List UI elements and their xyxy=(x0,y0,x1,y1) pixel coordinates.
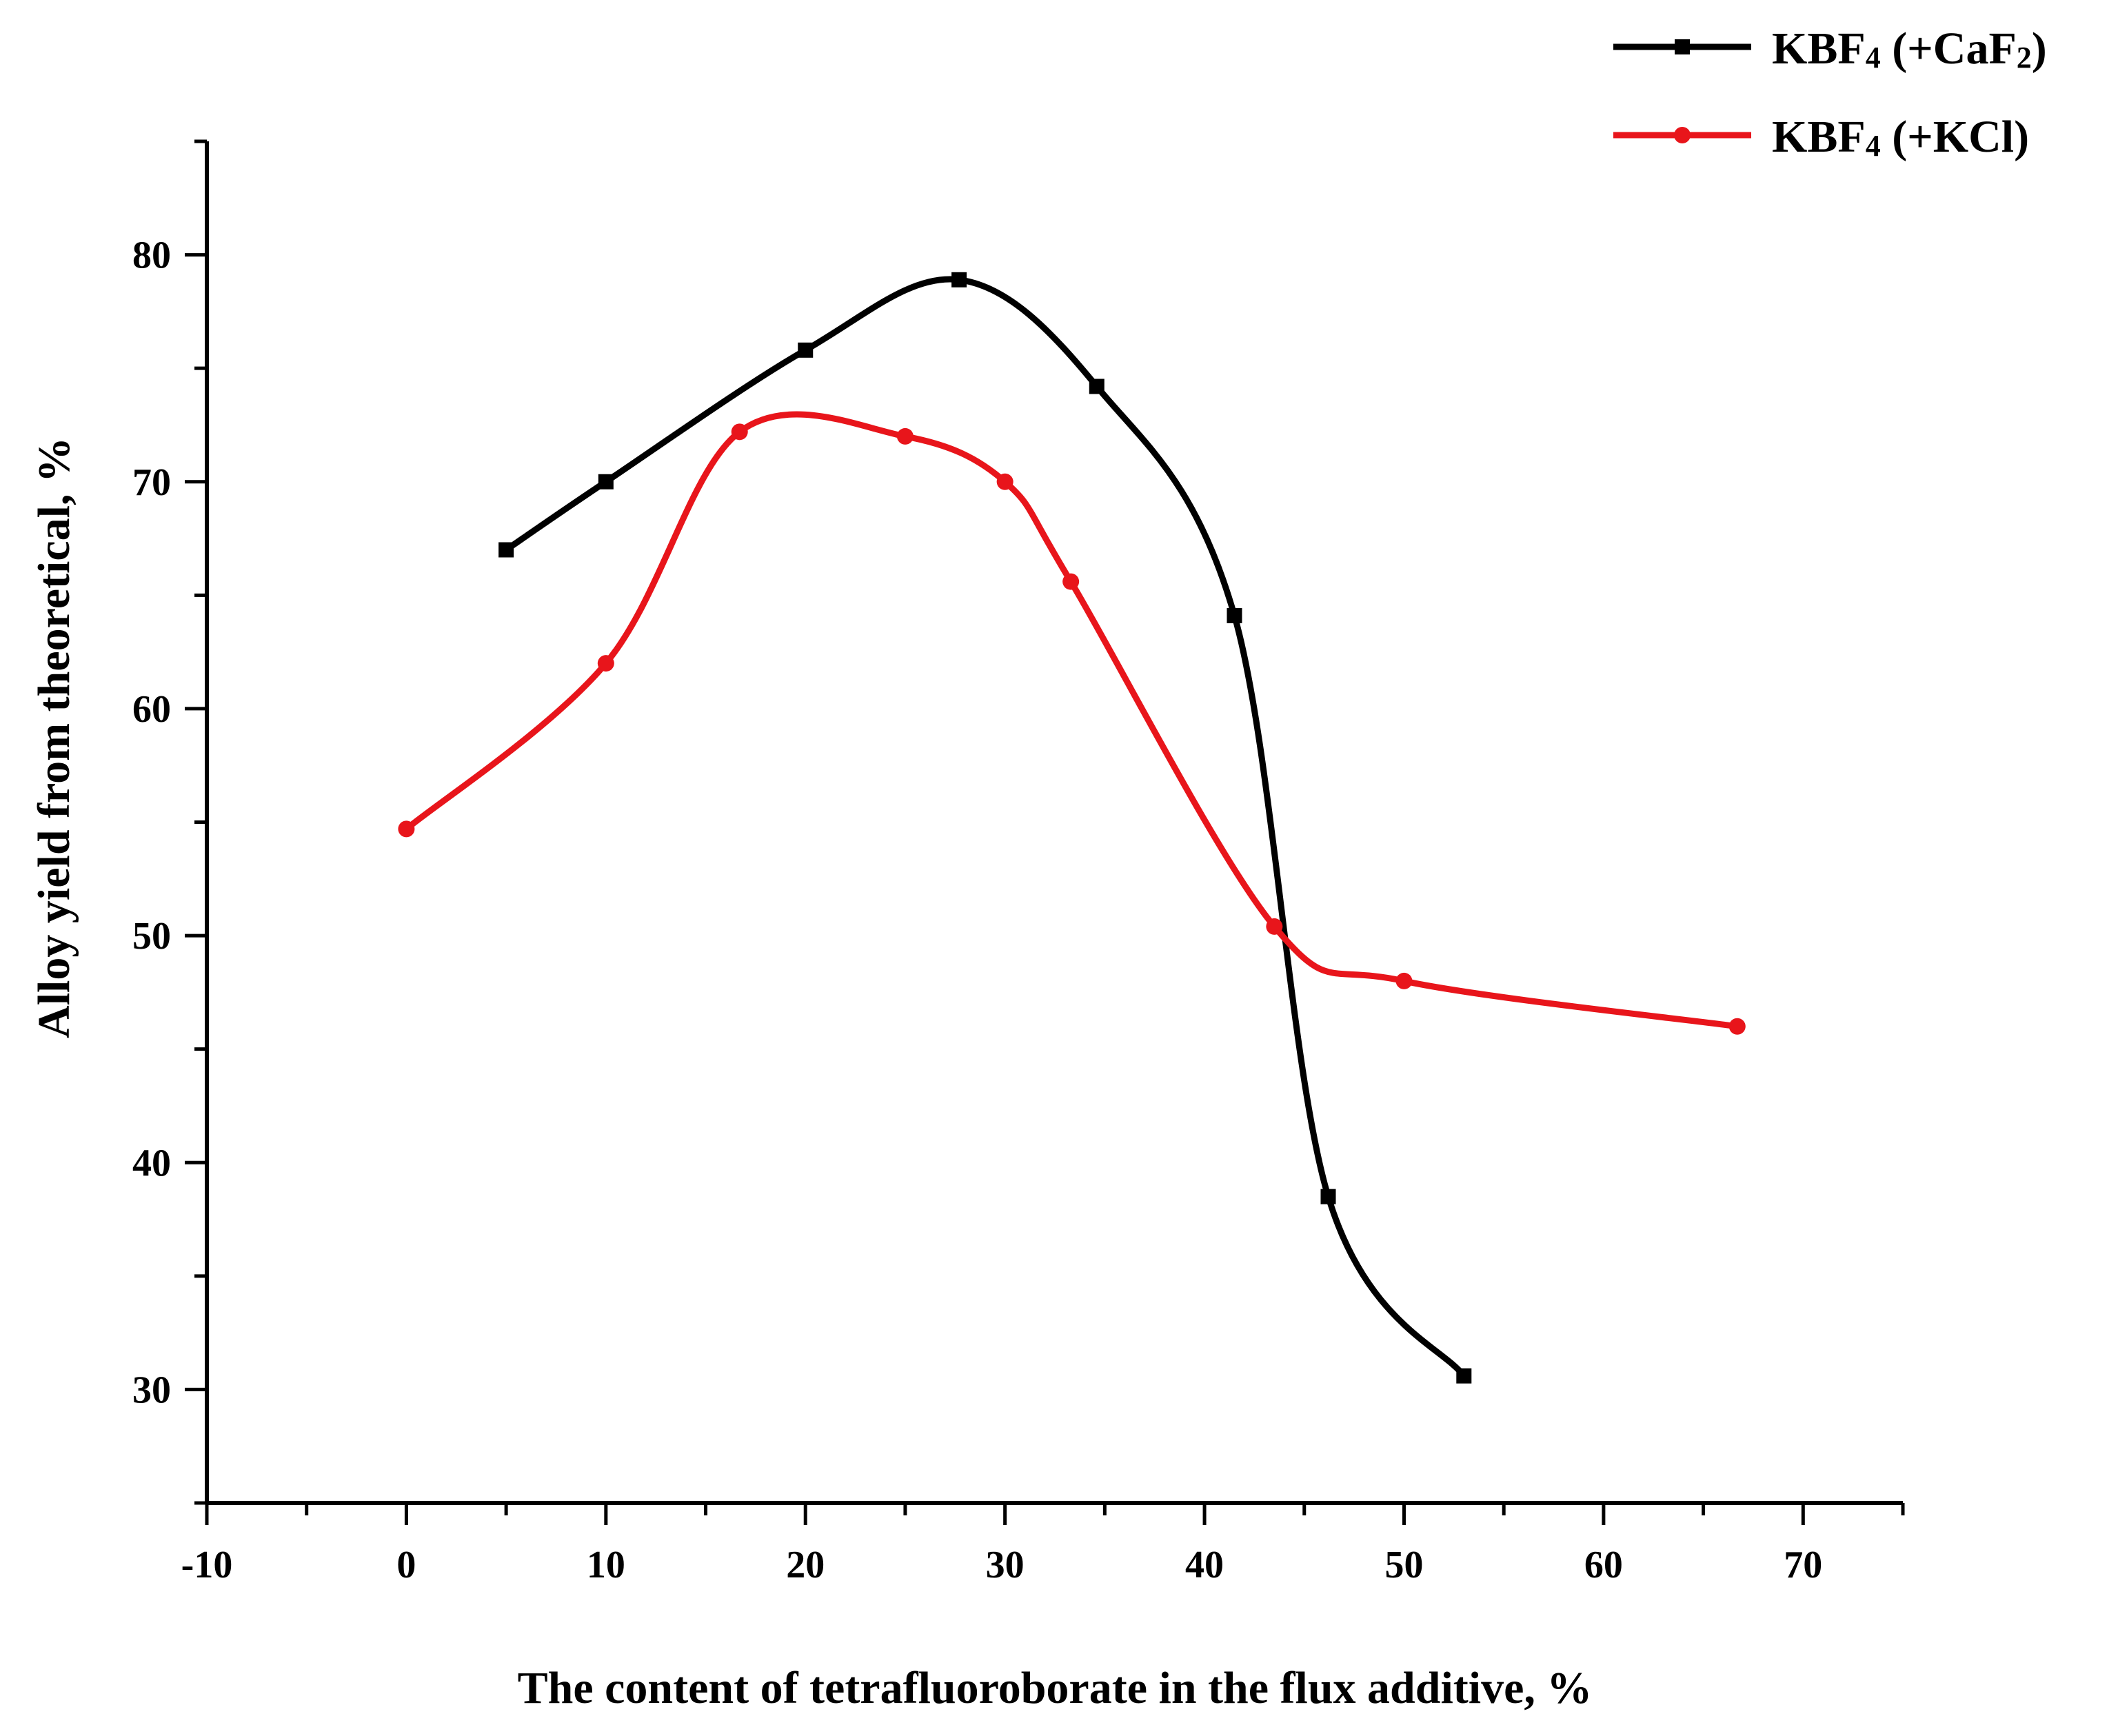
data-point xyxy=(951,272,967,287)
x-tick-label: 50 xyxy=(1384,1544,1423,1586)
data-point xyxy=(1062,573,1080,590)
data-point xyxy=(1728,1018,1746,1035)
data-point xyxy=(398,820,415,838)
series-line xyxy=(503,276,1467,1380)
legend-label: KBF4 (+CaF2) xyxy=(1772,23,2047,74)
legend-item-1: KBF4 (+CaF2) xyxy=(1613,23,2047,74)
data-point xyxy=(896,427,914,445)
y-tick-label: 30 xyxy=(132,1369,171,1411)
y-tick-label: 50 xyxy=(132,915,171,958)
legend-subscript: 2 xyxy=(2017,41,2032,74)
y-tick-label: 70 xyxy=(132,461,171,504)
y-axis-title: Alloy yield from theoretical, % xyxy=(29,437,79,1038)
data-point xyxy=(598,474,614,489)
legend-text: KBF xyxy=(1772,112,1866,162)
data-point xyxy=(731,423,748,441)
data-point xyxy=(498,542,514,558)
data-point xyxy=(1395,972,1413,989)
data-point xyxy=(1320,1189,1336,1204)
x-tick-label: 40 xyxy=(1185,1544,1224,1586)
y-tick-label: 40 xyxy=(132,1142,171,1184)
axes: -10 0 10 20 30 40 50 60 70 30 40 50 60 70 80 xyxy=(132,139,1905,1586)
legend-swatch-marker xyxy=(1675,39,1690,54)
legend-label: KBF4 (+KCl) xyxy=(1772,112,2029,163)
series-layer xyxy=(398,272,1746,1384)
data-point xyxy=(996,473,1013,490)
x-tick-label: 0 xyxy=(396,1544,416,1586)
y-tick-label: 80 xyxy=(132,234,171,277)
data-point xyxy=(597,655,614,672)
x-tick-label: 70 xyxy=(1784,1544,1822,1586)
data-point xyxy=(1456,1368,1472,1384)
data-point xyxy=(1089,379,1105,394)
legend: KBF4 (+CaF2)KBF4 (+KCl) xyxy=(1613,23,2047,163)
data-point xyxy=(798,342,814,358)
legend-text: (+CaF xyxy=(1881,23,2017,74)
x-tick-label: 60 xyxy=(1584,1544,1623,1586)
legend-text: KBF xyxy=(1772,23,1866,74)
x-tick-label: 10 xyxy=(587,1544,625,1586)
legend-subscript: 4 xyxy=(1866,129,1881,163)
legend-text: (+KCl) xyxy=(1881,112,2029,162)
legend-subscript: 4 xyxy=(1866,41,1881,74)
x-tick-label: -10 xyxy=(181,1544,233,1586)
data-point xyxy=(1266,918,1283,935)
y-tick-label: 60 xyxy=(132,688,171,731)
legend-swatch-marker xyxy=(1674,127,1691,143)
x-tick-label: 30 xyxy=(986,1544,1025,1586)
series-line xyxy=(403,411,1741,1030)
legend-item-2: KBF4 (+KCl) xyxy=(1613,112,2029,163)
x-axis-title: The content of tetrafluoroborate in the … xyxy=(518,1663,1593,1713)
legend-text: ) xyxy=(2032,23,2047,74)
x-tick-label: 20 xyxy=(786,1544,825,1586)
series-2 xyxy=(398,411,1746,1035)
series-1 xyxy=(498,272,1472,1384)
data-point xyxy=(1227,607,1242,623)
